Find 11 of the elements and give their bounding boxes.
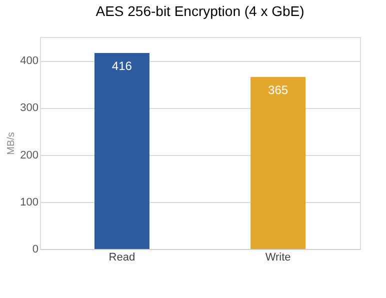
chart-title: AES 256-bit Encryption (4 x GbE) — [96, 3, 304, 19]
y-axis-title: MB/s — [6, 132, 18, 155]
data-label: 365 — [268, 83, 288, 98]
y-tick-label: 300 — [20, 102, 38, 114]
data-label: 416 — [112, 59, 132, 74]
y-tick-label: 0 — [32, 244, 38, 256]
y-tick-label: 400 — [20, 55, 38, 68]
x-tick-label: Write — [265, 252, 291, 264]
x-tick-label: Read — [108, 252, 136, 264]
y-tick-label: 200 — [20, 149, 38, 162]
y-tick-label: 100 — [20, 196, 38, 208]
